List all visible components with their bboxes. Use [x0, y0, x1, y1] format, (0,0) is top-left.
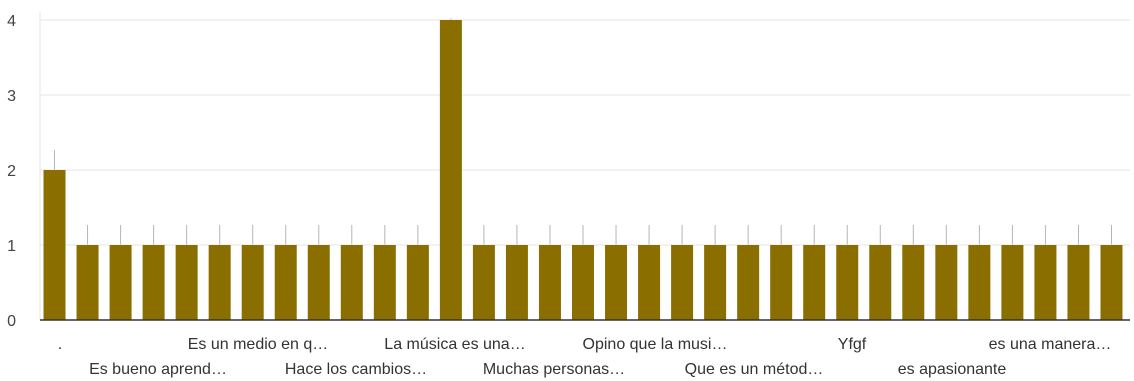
bar: [869, 245, 892, 320]
bar: [175, 245, 198, 320]
x-tick-label: .: [58, 336, 62, 353]
x-tick-label: Opino que la musi…: [583, 336, 728, 353]
bar: [968, 245, 991, 320]
x-tick-label: Yfgf: [838, 336, 867, 353]
x-tick-label: es una manera…: [989, 336, 1112, 353]
bar: [274, 245, 297, 320]
x-tick-label: La música es una…: [384, 336, 525, 353]
y-tick-label: 0: [7, 313, 16, 330]
bar: [340, 245, 363, 320]
bar: [605, 245, 628, 320]
y-tick-label: 2: [7, 163, 16, 180]
bar: [307, 245, 330, 320]
bar: [1001, 245, 1024, 320]
bar: [1067, 245, 1090, 320]
x-tick-label: Hace los cambios…: [285, 361, 427, 378]
bar: [1034, 245, 1057, 320]
bar: [439, 20, 462, 320]
bar: [208, 245, 231, 320]
bar: [836, 245, 859, 320]
x-tick-label: Es bueno aprend…: [89, 361, 227, 378]
x-tick-label: Que es un métod…: [685, 361, 824, 378]
bar: [770, 245, 793, 320]
bar: [109, 245, 132, 320]
bar: [902, 245, 925, 320]
bar: [76, 245, 99, 320]
x-tick-label: es apasionante: [898, 361, 1007, 378]
bar: [43, 170, 66, 320]
bar: [638, 245, 661, 320]
y-tick-label: 4: [7, 13, 16, 30]
x-tick-label: Es un medio en q…: [188, 336, 329, 353]
bar: [1100, 245, 1123, 320]
bar: [406, 245, 429, 320]
y-tick-label: 3: [7, 88, 16, 105]
bar: [704, 245, 727, 320]
bar: [572, 245, 594, 320]
bar: [142, 245, 165, 320]
bar: [737, 245, 760, 320]
bar: [505, 245, 528, 320]
bar: [241, 245, 264, 320]
x-tick-label: Muchas personas…: [483, 361, 625, 378]
bar: [472, 245, 495, 320]
bar: [935, 245, 958, 320]
bar: [373, 245, 396, 320]
y-tick-label: 1: [7, 238, 16, 255]
bar: [671, 245, 694, 320]
bar: [538, 245, 561, 320]
bar: [803, 245, 826, 320]
